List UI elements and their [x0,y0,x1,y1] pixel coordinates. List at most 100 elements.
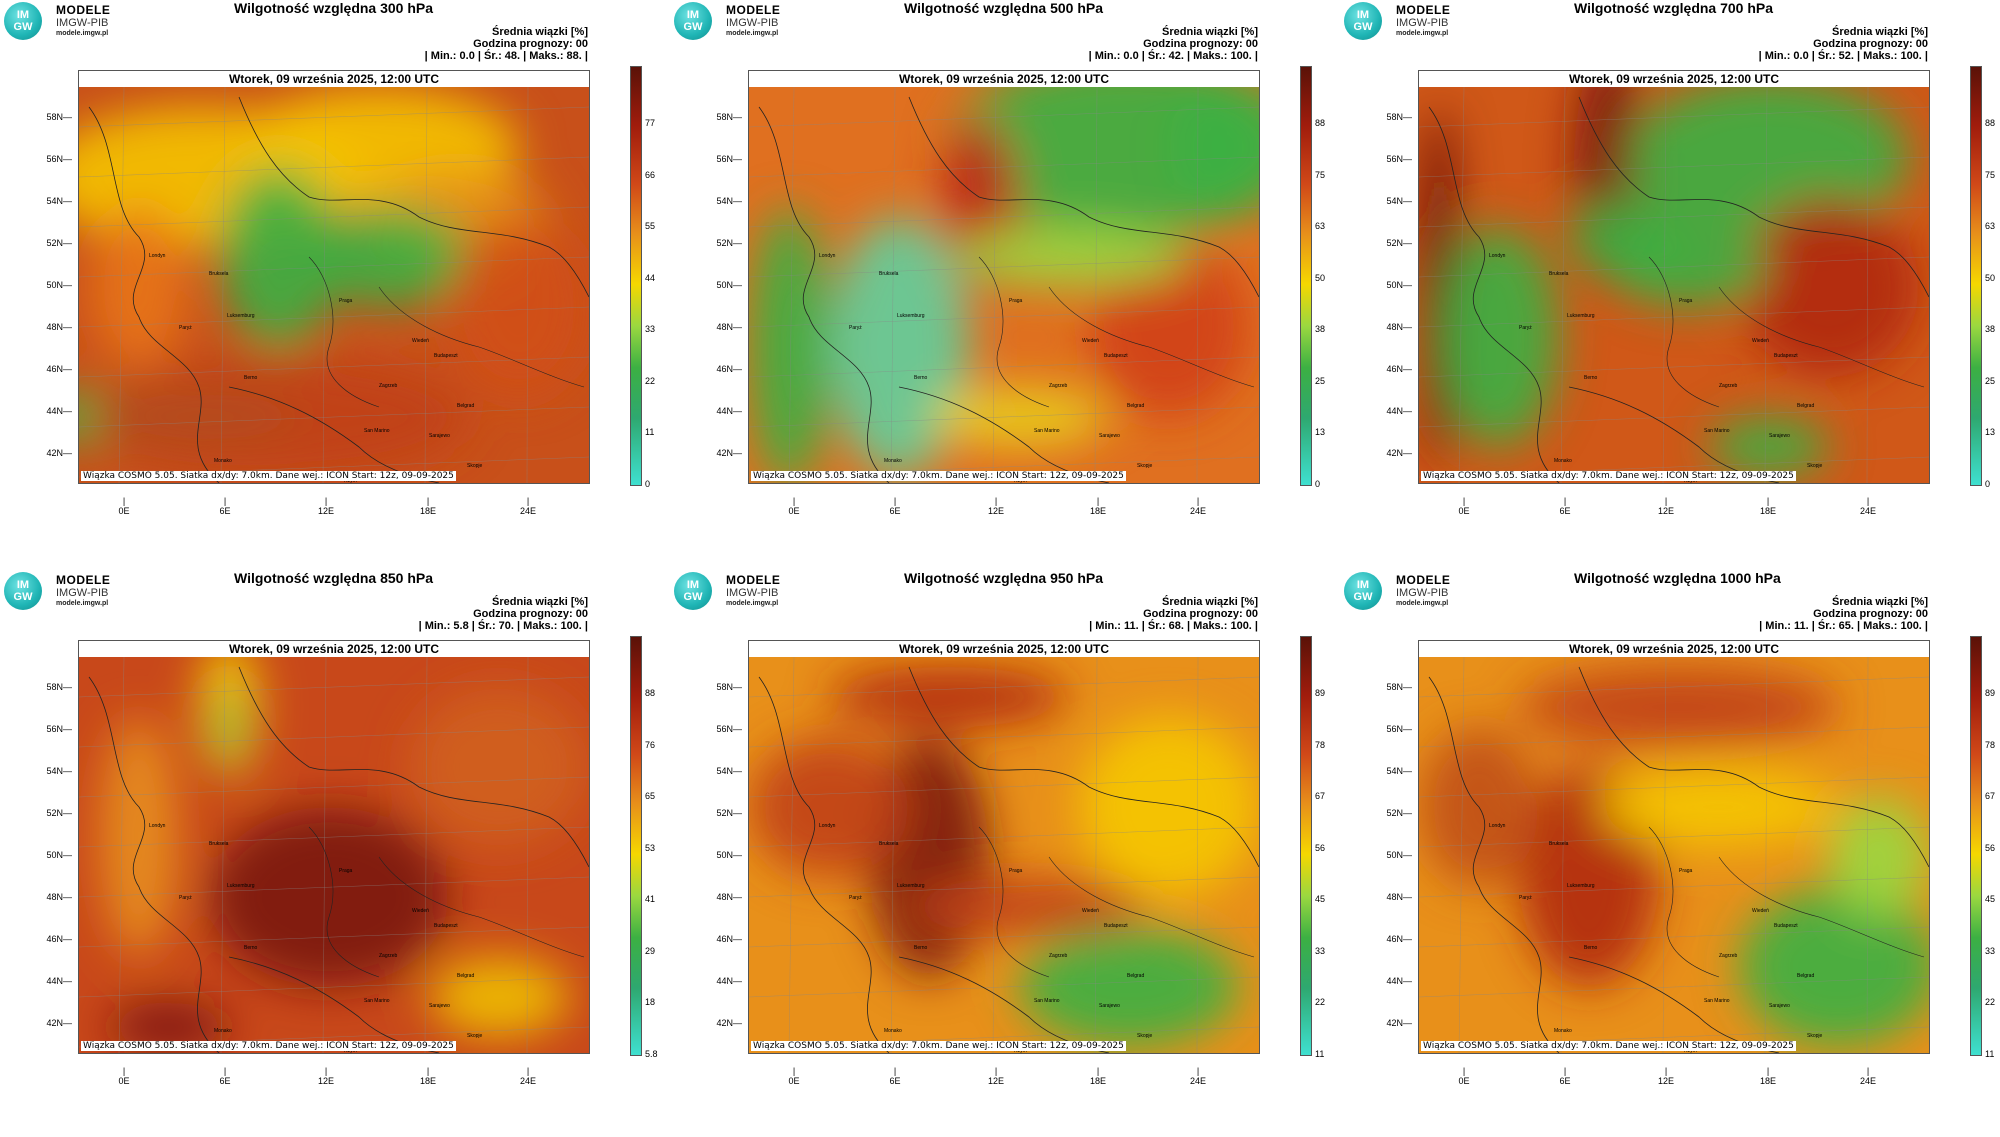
lat-tick-label: 46N— [716,364,742,374]
colorbar-tick-label: 45 [1985,894,1996,904]
city-label: Bruksela [879,841,899,847]
colorbar-tick-label: 50 [1985,272,1996,283]
stats-line: | Min.: 0.0 | Śr.: 48. | Maks.: 88. | [424,50,588,62]
city-label: Bruksela [1549,271,1569,277]
city-label: Budapeszt [434,923,458,929]
colorbar-tick-label: 13 [1985,427,1996,437]
city-label: Belgrad [1127,973,1144,979]
city-label: Luksemburg [1567,883,1595,889]
lon-tick-label: | 0E [1458,1066,1470,1086]
colorbar [1970,66,1982,486]
city-label: Wiedeń [1752,338,1769,344]
lon-tick-label: | 12E [987,496,1004,516]
panel-title: Wilgotność względna 300 hPa [234,0,434,16]
city-label: Monako [884,1028,902,1034]
lat-tick-label: 42N— [1386,448,1412,458]
city-label: Belgrad [1127,403,1144,409]
brand-url: modele.imgw.pl [1396,30,1449,37]
city-label: Praga [1009,868,1023,874]
city-label: Monako [1554,1028,1572,1034]
forecast-date: Wtorek, 09 września 2025, 12:00 UTC [1419,641,1929,658]
city-label: Praga [339,868,353,874]
lon-tick-label: | 24E [519,1066,536,1086]
lat-tick-label: 54N— [716,196,742,206]
lon-tick-label: | 18E [1089,1066,1106,1086]
brand-imgw: IMGW-PIB [1396,17,1449,29]
lat-tick-label: 44N— [716,976,742,986]
colorbar-tick-label: 5.8 [645,1048,658,1059]
imgw-logo: IM GW MODELE IMGW-PIB modele.imgw.pl [674,572,814,614]
lon-tick-label: | 18E [419,496,436,516]
city-label: Luksemburg [1567,313,1595,319]
city-label: Sarajewo [429,1003,450,1009]
lat-tick-label: 54N— [46,196,72,206]
lat-tick-label: 54N— [1386,196,1412,206]
lat-tick-label: 46N— [46,364,72,374]
lon-tick-label: | 0E [118,496,130,516]
forecast-date: Wtorek, 09 września 2025, 12:00 UTC [1419,71,1929,88]
lat-tick-label: 58N— [716,112,742,122]
lon-tick-label: | 6E [1559,496,1571,516]
city-label: Londyn [1489,823,1506,829]
city-label: Bruksela [1549,841,1569,847]
lat-tick-label: 52N— [1386,238,1412,248]
city-label: Skopje [1137,463,1153,469]
lat-tick-label: 42N— [1386,1018,1412,1028]
lon-tick-label: | 6E [219,496,231,516]
city-label: San Marino [1034,998,1060,1004]
lat-tick-label: 54N— [46,766,72,776]
city-label: Berno [244,375,258,381]
lon-tick-label: | 24E [1189,496,1206,516]
lon-tick-label: | 18E [1759,496,1776,516]
colorbar-tick-label: 22 [645,375,656,386]
lat-tick-label: 44N— [1386,976,1412,986]
city-label: Berno [914,375,928,381]
lat-tick-label: 52N— [46,238,72,248]
lon-tick-label: | 18E [1089,496,1106,516]
city-label: Zagrzeb [1719,383,1738,389]
city-label: Belgrad [457,403,474,409]
footer-note: Wiązka COSMO 5.05. Siatka dx/dy: 7.0km. … [1421,1041,1796,1051]
imgw-logo: IM GW MODELE IMGW-PIB modele.imgw.pl [1344,572,1484,614]
lat-tick-label: 56N— [46,724,72,734]
humidity-field-map: Londyn Bruksela Paryż Luksemburg Berno Praga W… [1419,657,1929,1053]
city-label: Sarajewo [1769,433,1790,439]
imgw-logo-icon: IM GW [4,2,42,40]
colorbar-tick-label: 56 [1315,842,1326,853]
map-frame: Wtorek, 09 września 2025, 12:00 UTC Lond… [748,640,1260,1054]
legend-label: Średnia wiązki [%] Godzina prognozy: 00 [1813,596,1928,620]
colorbar-tick-label: 88 [1985,118,1996,128]
city-label: Skopje [1807,463,1823,469]
imgw-logo: IM GW MODELE IMGW-PIB modele.imgw.pl [674,2,814,44]
lat-tick-label: 58N— [46,112,72,122]
lat-tick-label: 48N— [46,322,72,332]
city-label: Paryż [1519,895,1532,901]
colorbar-tick-label: 25 [1985,375,1996,386]
lat-tick-label: 48N— [716,322,742,332]
imgw-logo-icon: IM GW [674,2,712,40]
city-label: Skopje [1137,1033,1153,1039]
footer-note: Wiązka COSMO 5.05. Siatka dx/dy: 7.0km. … [751,471,1126,481]
lat-tick-label: 56N— [716,724,742,734]
colorbar-tick-label: 66 [645,169,656,180]
colorbar [1300,636,1312,1056]
colorbar-tick-label: 0 [1315,478,1321,489]
colorbar-tick-label: 88 [645,688,656,698]
lat-tick-label: 50N— [716,280,742,290]
city-label: Zagrzeb [1049,383,1068,389]
humidity-field-map: Londyn Bruksela Paryż Luksemburg Berno Praga W… [749,657,1259,1053]
city-label: Berno [914,945,928,951]
city-label: Belgrad [1797,403,1814,409]
colorbar-tick-label: 75 [1985,169,1996,180]
colorbar-tick-label: 63 [1985,221,1996,231]
colorbar-tick-label: 38 [1315,324,1326,334]
brand-modele: MODELE [1396,573,1451,587]
city-label: Bruksela [209,271,229,277]
city-label: Budapeszt [1104,923,1128,929]
stats-line: | Min.: 11. | Śr.: 65. | Maks.: 100. | [1759,620,1928,632]
lat-tick-label: 44N— [46,976,72,986]
lat-tick-label: 46N— [1386,364,1412,374]
colorbar-tick-label: 11 [645,427,655,437]
lon-tick-label: | 0E [788,1066,800,1086]
lat-tick-label: 58N— [1386,682,1412,692]
